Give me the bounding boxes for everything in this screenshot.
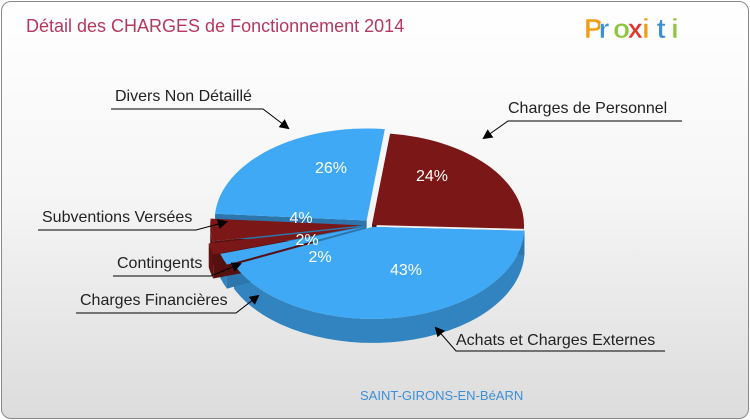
logo-letter: r: [599, 13, 610, 44]
callout-label-personnel: Charges de Personnel: [508, 100, 667, 117]
logo-letter: x: [628, 13, 644, 44]
callout-label-achats: Achats et Charges Externes: [456, 332, 655, 349]
pie-pct-label: 26%: [315, 160, 347, 177]
pie-slice-side: [234, 230, 525, 343]
pie-pct-label: 43%: [390, 262, 422, 279]
pie-slice: [208, 227, 359, 255]
callout-leader-personnel: [482, 120, 682, 140]
callout-leader-financieres: [76, 294, 260, 314]
pie-pct-label: 2%: [295, 232, 318, 249]
chart-title: Détail des CHARGES de Fonctionnement 201…: [26, 16, 405, 36]
pie-pct-label: 4%: [289, 210, 312, 227]
callout-label-financieres: Charges Financières: [80, 292, 228, 309]
pie-slice: [234, 226, 525, 319]
logo-letter: o: [613, 13, 630, 44]
pie-slice: [372, 133, 524, 229]
logo-letter: P: [584, 13, 603, 44]
callout-leader-contingents: [113, 262, 242, 277]
logo-letter: i: [671, 13, 679, 44]
callout-leader-divers: [111, 108, 290, 130]
pie-slice: [210, 218, 363, 242]
chart-subtitle: SAINT-GIRONS-EN-BéARN: [360, 388, 524, 403]
pie-slice: [220, 226, 366, 265]
pie-slice-side: [208, 243, 214, 279]
pie-slice: [215, 128, 385, 221]
callout-label-subventions: Subventions Versées: [42, 209, 192, 226]
logo-letter: i: [642, 13, 650, 44]
pie-pct-label: 24%: [416, 168, 448, 185]
pie-pct-label: 2%: [308, 249, 331, 266]
callout-leader-achats: [434, 326, 665, 352]
callout-label-contingents: Contingents: [117, 255, 202, 272]
callout-label-divers: Divers Non Détaillé: [115, 88, 252, 105]
callout-leader-subventions: [38, 219, 228, 231]
logo-letter: t: [657, 13, 666, 44]
